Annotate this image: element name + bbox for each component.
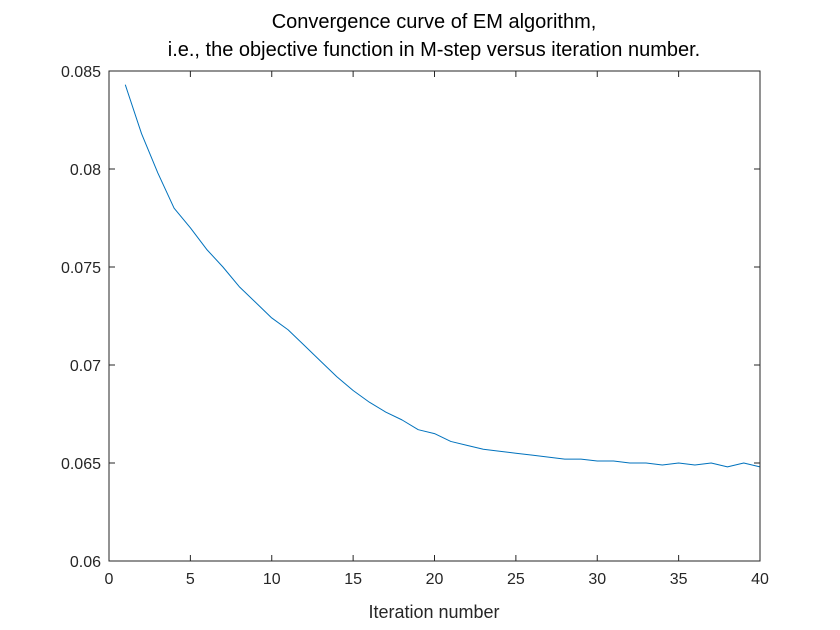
x-tick-label: 30 bbox=[588, 571, 606, 588]
x-tick-label: 40 bbox=[751, 571, 769, 588]
y-tick-label: 0.065 bbox=[61, 456, 101, 473]
x-tick-label: 0 bbox=[105, 571, 114, 588]
x-tick-label: 15 bbox=[344, 571, 362, 588]
x-axis-label: Iteration number bbox=[368, 602, 499, 622]
chart-title-line-2: i.e., the objective function in M-step v… bbox=[168, 39, 701, 61]
x-tick-label: 5 bbox=[186, 571, 195, 588]
y-tick-label: 0.06 bbox=[70, 554, 101, 571]
x-tick-label: 35 bbox=[670, 571, 688, 588]
x-tick-label: 10 bbox=[263, 571, 281, 588]
y-tick-label: 0.07 bbox=[70, 358, 101, 375]
x-tick-label: 25 bbox=[507, 571, 525, 588]
series-line bbox=[124, 84, 761, 468]
x-axis: 0 5 10 15 20 25 30 35 40 bbox=[105, 71, 769, 588]
chart-title-line-1: Convergence curve of EM algorithm, bbox=[272, 11, 597, 33]
y-tick-label: 0.08 bbox=[70, 162, 101, 179]
x-tick-label: 20 bbox=[426, 571, 444, 588]
y-tick-label: 0.085 bbox=[61, 64, 101, 81]
y-tick-label: 0.075 bbox=[61, 260, 101, 277]
plot-area bbox=[124, 84, 761, 468]
y-axis: 0.06 0.065 0.07 0.075 0.08 0.085 bbox=[61, 64, 760, 571]
